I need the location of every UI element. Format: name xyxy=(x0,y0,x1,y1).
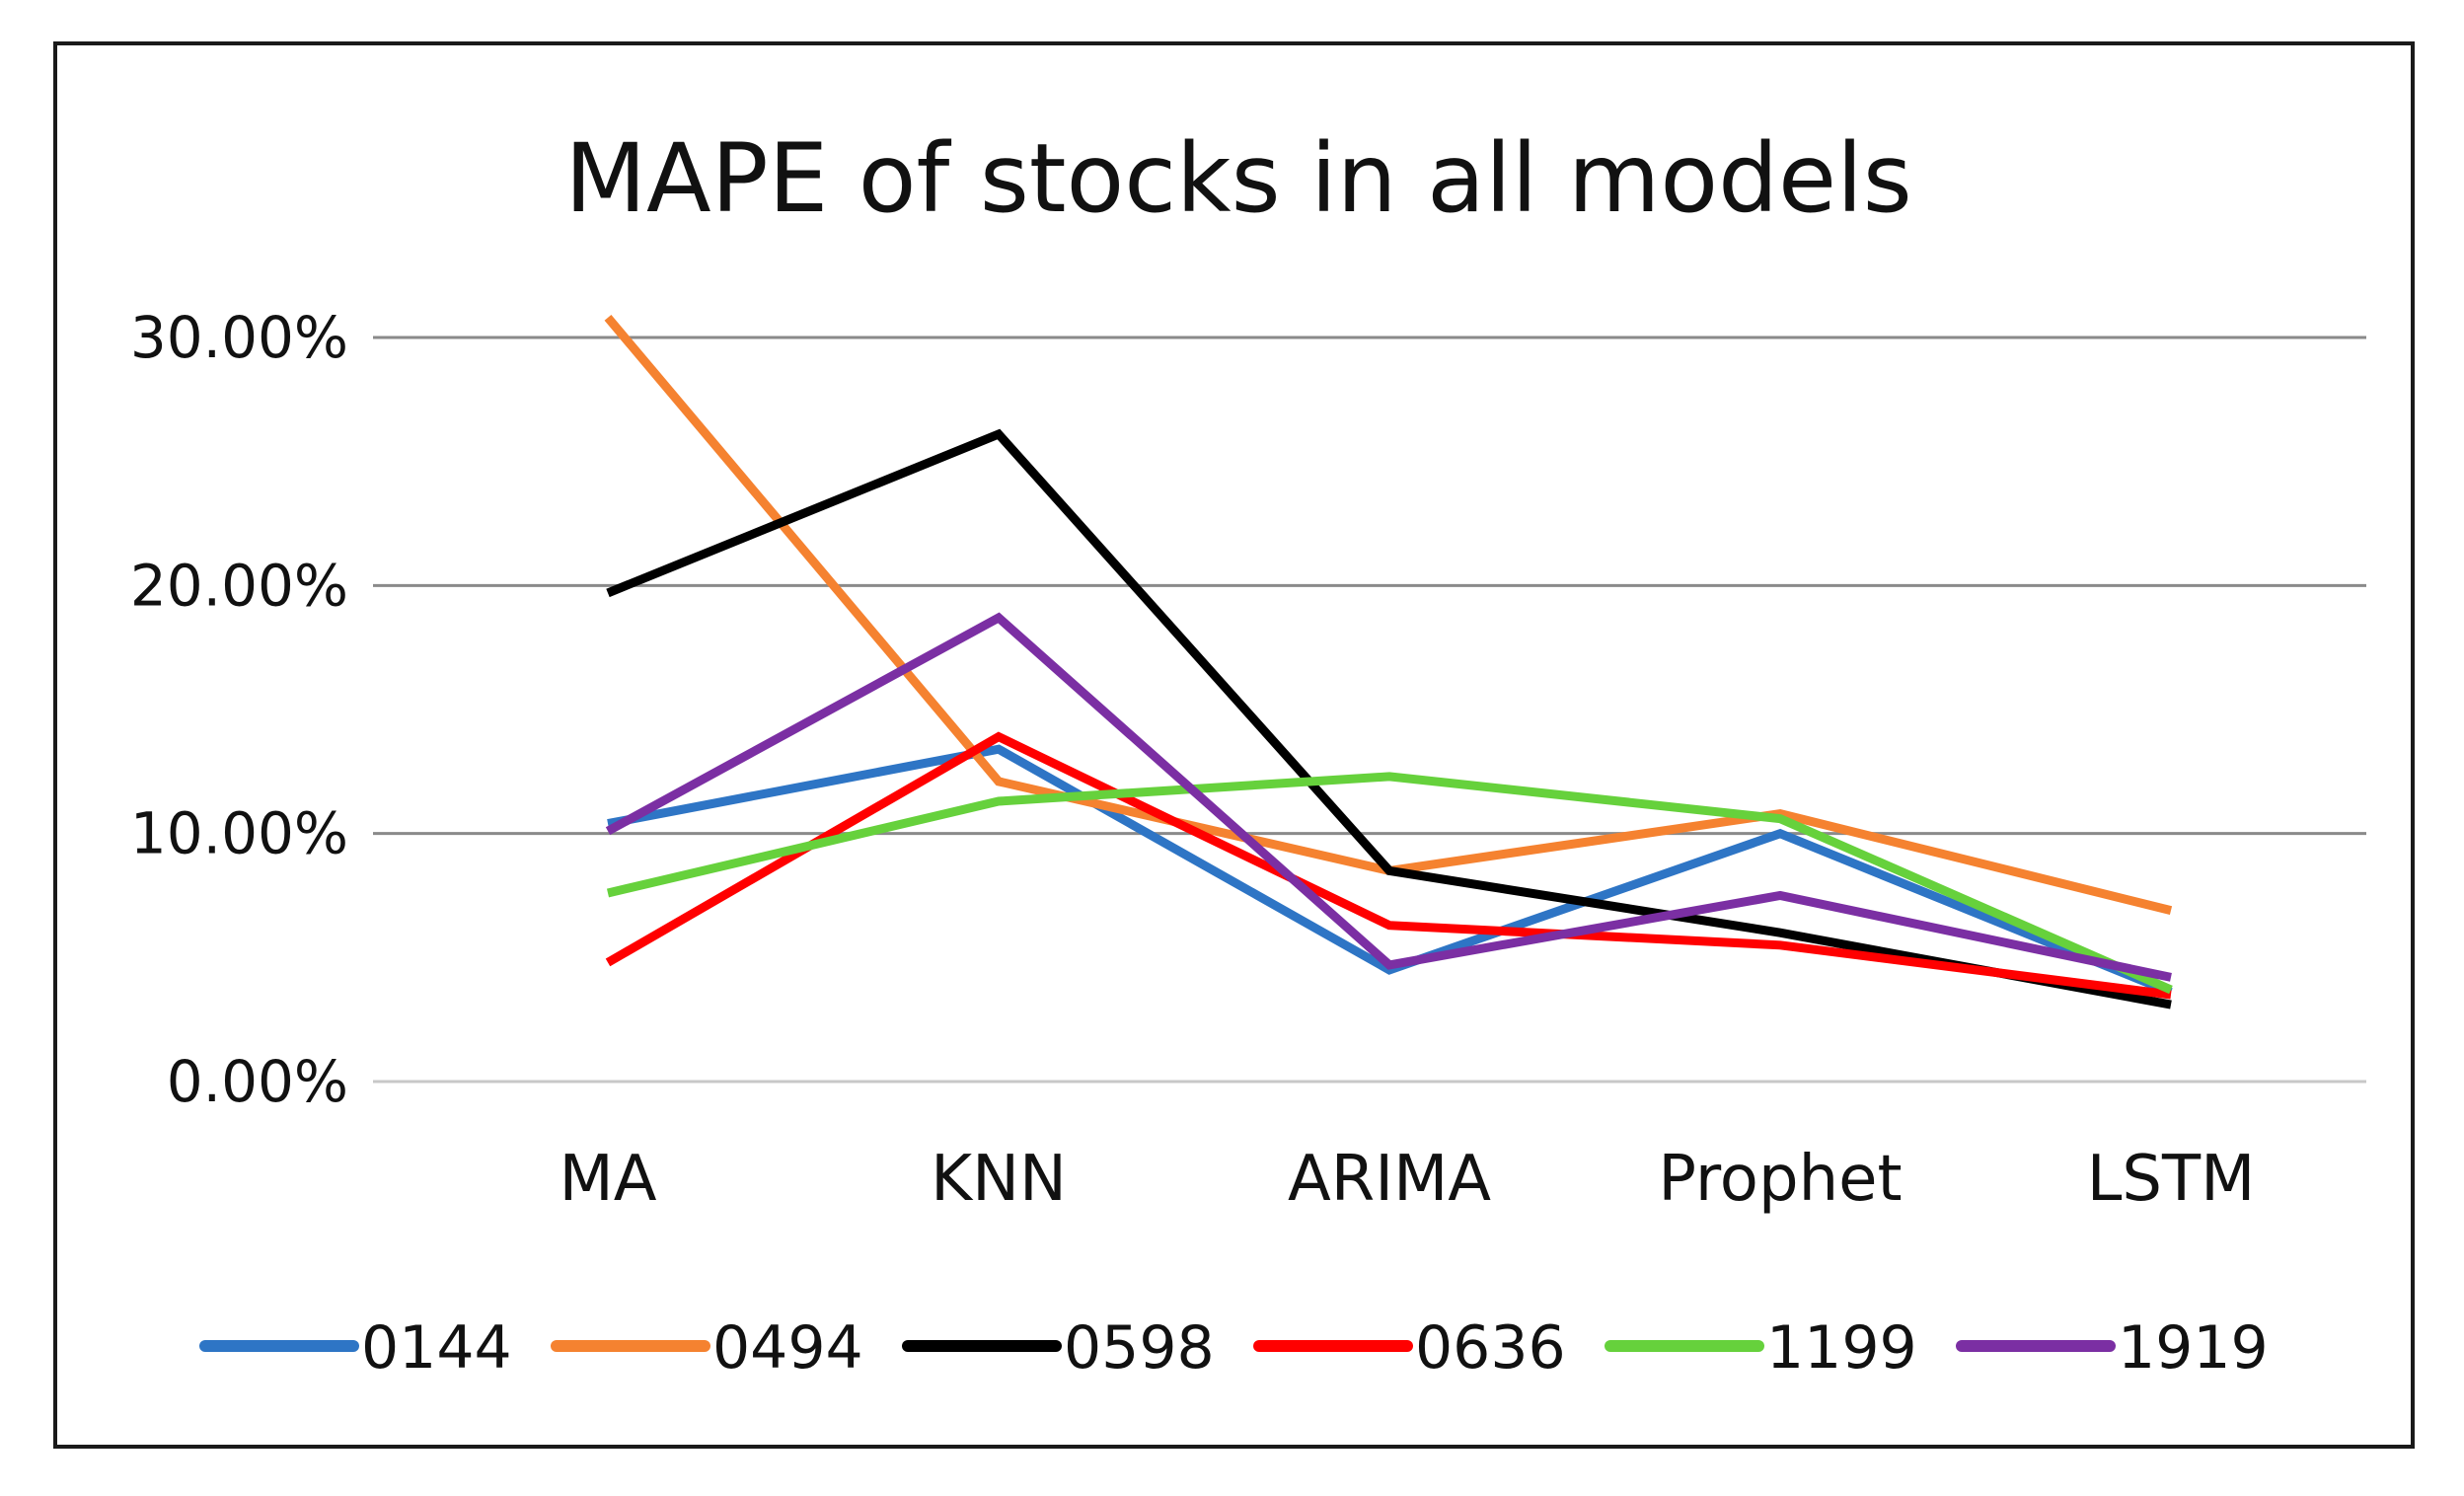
chart-title: MAPE of stocks in all models xyxy=(564,123,1912,234)
series-line-1199 xyxy=(606,772,2173,995)
x-category-label: ARIMA xyxy=(1288,1143,1491,1216)
x-category-label: LSTM xyxy=(2087,1143,2256,1216)
legend-label-1199: 1199 xyxy=(1766,1313,1917,1383)
series-line-0144 xyxy=(607,744,2173,997)
y-tick-label: 30.00% xyxy=(130,304,348,371)
y-tick-label: 0.00% xyxy=(167,1048,348,1115)
series-lines xyxy=(604,315,2173,1010)
x-category-label: MA xyxy=(560,1143,657,1216)
series-line-0636 xyxy=(605,731,2172,1000)
y-tick-label: 20.00% xyxy=(130,552,348,619)
x-category-label: Prophet xyxy=(1658,1143,1902,1216)
y-tick-label: 10.00% xyxy=(130,800,348,867)
legend: 0144 0494 0598 0636 1199 1919 xyxy=(199,1313,2269,1383)
legend-label-0494: 0494 xyxy=(712,1313,863,1383)
legend-label-0598: 0598 xyxy=(1064,1313,1215,1383)
series-line-0598 xyxy=(606,428,2172,1010)
series-line-1919 xyxy=(605,612,2172,982)
x-axis-categories: MA KNN ARIMA Prophet LSTM xyxy=(560,1143,2256,1216)
series-line-0494 xyxy=(604,315,2173,915)
line-chart: MAPE of stocks in all models 0.00% 10.00%… xyxy=(130,123,2366,1383)
legend-label-0144: 0144 xyxy=(361,1313,512,1383)
gridlines xyxy=(373,336,2366,1084)
x-category-label: KNN xyxy=(931,1143,1067,1216)
y-axis-ticks: 0.00% 10.00% 20.00% 30.00% xyxy=(130,304,348,1115)
legend-label-0636: 0636 xyxy=(1415,1313,1566,1383)
legend-label-1919: 1919 xyxy=(2118,1313,2269,1383)
chart-frame: MAPE of stocks in all models 0.00% 10.00%… xyxy=(53,41,2415,1449)
